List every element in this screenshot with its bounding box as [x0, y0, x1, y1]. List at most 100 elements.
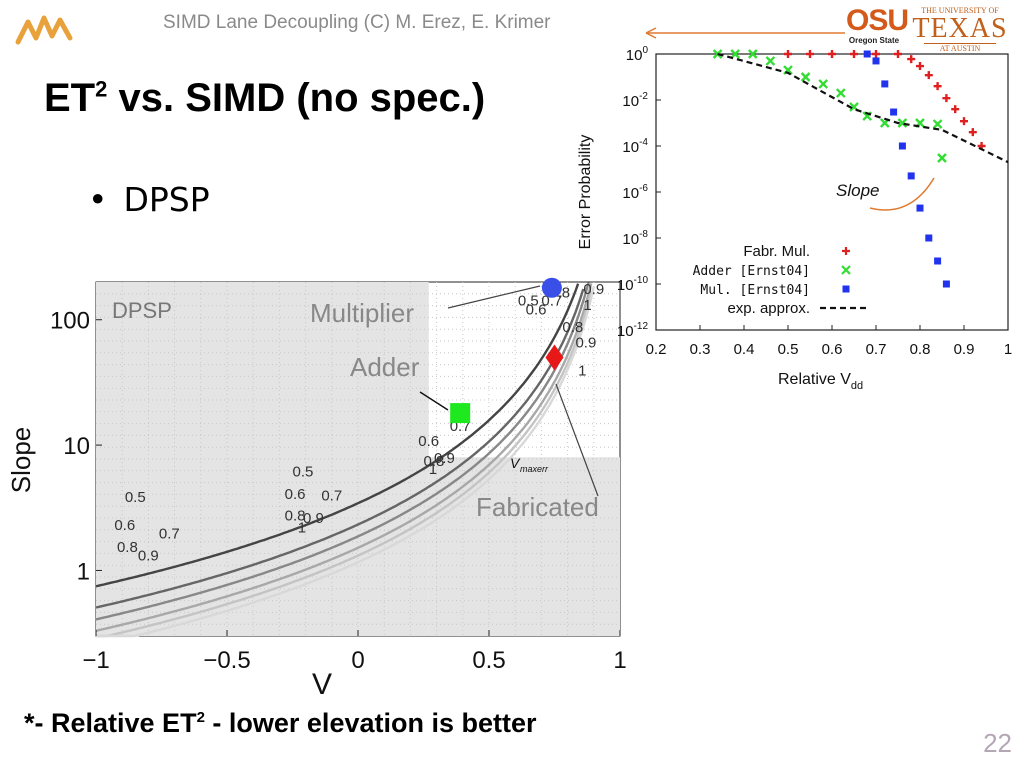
legend-label: exp. approx.	[727, 300, 810, 317]
footer-note: *- Relative ET2 - lower elevation is bet…	[24, 708, 537, 738]
annotation-adder: Adder	[350, 352, 420, 382]
x-tick-label: 0	[351, 647, 364, 674]
contour-label: 0.5	[125, 489, 146, 506]
contour-line	[95, 283, 580, 588]
contour-label: 0.7	[541, 292, 562, 309]
sunburst-logo-icon	[15, 15, 73, 45]
contour-label: 0.8	[562, 319, 583, 336]
arrow-icon	[645, 27, 845, 39]
y-tick-exponent: -8	[639, 229, 648, 240]
point-adder	[730, 49, 741, 59]
point-fabr-mul	[933, 82, 942, 91]
x-tick-label: 0.9	[954, 341, 975, 358]
point-mul	[916, 204, 924, 212]
series-exp-approx	[717, 52, 1009, 164]
y-tick-label: 10-4	[622, 137, 648, 156]
point-mul	[925, 234, 933, 242]
legend-marker	[842, 247, 850, 255]
y-tick-exponent: -12	[634, 321, 649, 332]
point-fabr-mul	[784, 50, 792, 58]
annotation-fabricated: Fabricated	[476, 492, 599, 522]
y-tick-label: 10-6	[622, 183, 648, 202]
contour-label: 1	[583, 297, 591, 314]
point-fabr-mul	[968, 128, 977, 137]
contour-label: 0.8	[285, 508, 306, 525]
contour-label: 0.9	[583, 281, 604, 298]
point-adder	[712, 49, 723, 59]
contour-line	[96, 286, 595, 638]
contour-label: 0.8	[117, 539, 138, 556]
contour-label: 0.7	[159, 525, 180, 542]
point-adder	[747, 49, 758, 59]
point-adder	[937, 153, 947, 163]
point-fabr-mul	[960, 117, 968, 126]
point-fabricated	[545, 344, 564, 371]
contour-label: 0.7	[321, 488, 342, 505]
point-fabr-mul	[916, 62, 924, 71]
arrow-fabricated	[555, 383, 599, 497]
x-tick-label: 1	[613, 647, 626, 674]
annotation-slope: Slope	[836, 181, 879, 200]
point-fabr-mul	[872, 50, 880, 58]
x-axis-label: Relative Vdd	[778, 371, 863, 392]
y-tick-label: 1	[77, 558, 90, 585]
header-text: SIMD Lane Decoupling (C) M. Erez, E. Kri…	[163, 12, 551, 33]
x-tick-label: 1	[1004, 341, 1012, 358]
contour-line	[95, 288, 585, 609]
contour-label: 0.6	[285, 486, 306, 503]
point-mul	[890, 108, 898, 116]
x-tick-label: 0.5	[778, 341, 799, 358]
contour-line	[95, 282, 590, 621]
y-tick-label: 10-8	[622, 229, 648, 248]
point-mul	[907, 172, 915, 180]
point-fabr-mul	[894, 50, 902, 58]
x-tick-label: 0.5	[472, 647, 505, 674]
osu-logo: OSU Oregon State	[846, 4, 909, 46]
bullet-item: • DPSP	[88, 180, 210, 219]
annotation-v: V	[510, 455, 521, 471]
y-tick-exponent: -6	[639, 183, 648, 194]
y-axis-label: Error Probability	[577, 135, 594, 250]
error-probability-chart: 0.2 0.3 0.4 0.5 0.6 0.7 0.8 0.9 110010-210-410-6…	[577, 45, 1012, 392]
contour-line	[95, 283, 593, 632]
contour-label: 0.6	[418, 433, 439, 450]
y-tick-label: 10	[63, 433, 90, 460]
point-mul	[898, 142, 906, 150]
point-adder	[450, 403, 471, 424]
point-adder	[765, 56, 776, 66]
y-tick-exponent: -4	[639, 137, 648, 148]
contour-label: 0.9	[575, 335, 596, 352]
x-tick-label: 0.7	[866, 341, 887, 358]
y-tick-exponent: 0	[642, 45, 648, 56]
point-adder	[932, 119, 943, 129]
point-mul	[934, 257, 942, 265]
point-adder	[818, 79, 829, 89]
contour-label: 1	[298, 520, 306, 537]
contour-label: 0.5	[293, 464, 314, 481]
contour-label: 0.6	[526, 302, 547, 319]
x-tick-label: 0.6	[822, 341, 843, 358]
slope-arrow	[869, 177, 935, 211]
page-number: 22	[983, 728, 1012, 758]
legend-label: Fabr. Mul.	[743, 243, 810, 260]
arrow-multiplier	[447, 285, 541, 309]
point-fabr-mul	[907, 55, 916, 64]
slide-title: ET2 vs. SIMD (no spec.)	[44, 76, 486, 120]
point-fabr-mul	[924, 71, 933, 80]
annotation-multiplier: Multiplier	[310, 298, 414, 328]
contour-label: 1	[429, 461, 437, 478]
x-tick-label: −0.5	[203, 647, 250, 674]
x-tick-label: 0.3	[690, 341, 711, 358]
contour-label: 1	[578, 362, 586, 379]
legend-marker	[842, 285, 850, 293]
point-mul	[863, 50, 871, 58]
legend-marker	[841, 265, 851, 275]
point-adder	[800, 72, 811, 82]
contour-label: 0.9	[303, 510, 324, 527]
contour-label: 0.9	[434, 450, 455, 467]
y-tick-label: 100	[626, 45, 649, 64]
point-mul	[942, 280, 950, 288]
contour-label: 0.5	[518, 292, 539, 309]
point-adder	[835, 88, 846, 98]
y-tick-label: 10-10	[617, 275, 649, 294]
